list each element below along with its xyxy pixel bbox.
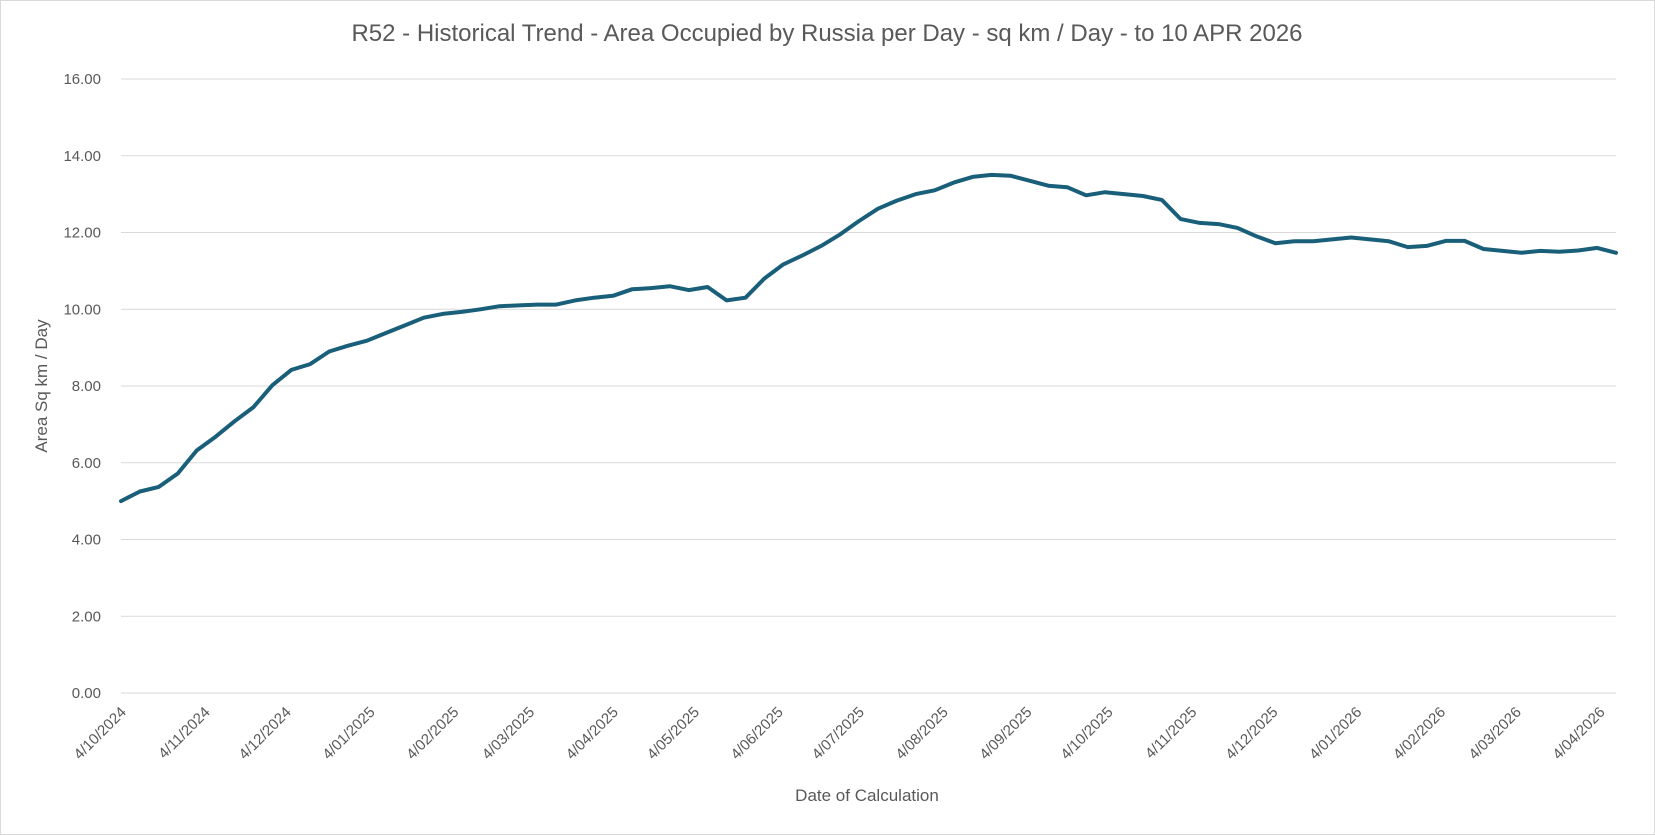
series-layer bbox=[119, 172, 1618, 504]
x-tick-label: 4/01/2026 bbox=[1306, 704, 1365, 763]
x-tick-label: 4/02/2025 bbox=[403, 704, 462, 763]
x-tick-label: 4/12/2025 bbox=[1222, 704, 1281, 763]
x-tick-label: 4/04/2025 bbox=[563, 704, 622, 763]
x-axis-ticks: 4/10/2024 4/11/2024 4/12/2024 4/01/2025 4/02… bbox=[71, 704, 1609, 763]
y-tick-label: 4.00 bbox=[72, 532, 101, 549]
y-tick-label: 16.00 bbox=[63, 71, 101, 88]
y-tick-label: 0.00 bbox=[72, 685, 101, 702]
x-tick-label: 4/12/2024 bbox=[236, 704, 295, 763]
y-tick-label: 6.00 bbox=[72, 455, 101, 472]
series-line-0 bbox=[119, 172, 1618, 504]
x-tick-label: 4/03/2025 bbox=[479, 704, 538, 763]
y-tick-label: 8.00 bbox=[72, 378, 101, 395]
x-tick-label: 4/11/2025 bbox=[1142, 704, 1200, 762]
y-tick-label: 2.00 bbox=[72, 608, 101, 625]
x-axis-title: Date of Calculation bbox=[795, 786, 939, 805]
x-tick-label: 4/10/2025 bbox=[1057, 704, 1116, 763]
y-tick-label: 14.00 bbox=[63, 148, 101, 165]
x-tick-label: 4/06/2025 bbox=[728, 704, 787, 763]
chart-title: R52 - Historical Trend - Area Occupied b… bbox=[351, 20, 1302, 47]
x-tick-label: 4/10/2024 bbox=[71, 704, 130, 763]
y-axis-ticks: 0.00 2.00 4.00 6.00 8.00 10.00 12.00 14.00 16.00 bbox=[63, 71, 101, 702]
y-tick-label: 12.00 bbox=[63, 225, 101, 242]
x-tick-label: 4/02/2026 bbox=[1390, 704, 1449, 763]
y-axis-title: Area Sq km / Day bbox=[32, 319, 51, 453]
x-tick-label: 4/03/2026 bbox=[1466, 704, 1525, 763]
x-tick-label: 4/11/2024 bbox=[155, 704, 213, 762]
gridlines bbox=[121, 78, 1616, 694]
x-tick-label: 4/04/2026 bbox=[1549, 704, 1608, 763]
x-tick-label: 4/01/2025 bbox=[319, 704, 378, 763]
x-tick-label: 4/07/2025 bbox=[809, 704, 868, 763]
x-tick-label: 4/05/2025 bbox=[644, 704, 703, 763]
x-tick-label: 4/08/2025 bbox=[892, 704, 951, 763]
x-tick-label: 4/09/2025 bbox=[976, 704, 1035, 763]
y-tick-label: 10.00 bbox=[63, 301, 101, 318]
